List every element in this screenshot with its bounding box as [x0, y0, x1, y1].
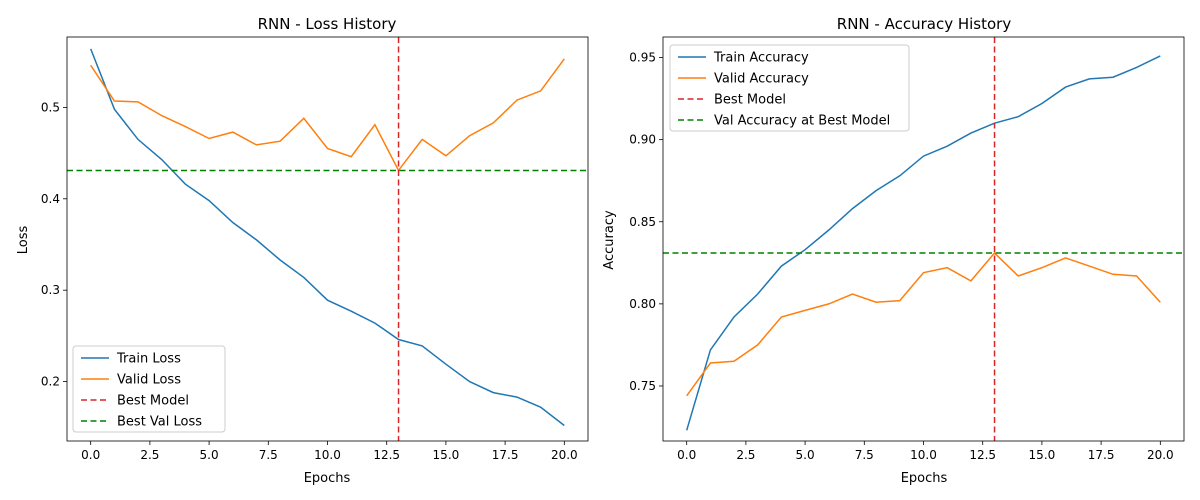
legend-label: Valid Loss	[117, 373, 181, 388]
x-tick-label: 15.0	[1029, 448, 1056, 462]
loss-chart-ylabel: Loss	[16, 226, 31, 255]
x-tick-label: 0.0	[677, 448, 696, 462]
x-tick-label: 17.5	[1088, 448, 1115, 462]
y-tick-label: 0.85	[629, 215, 656, 229]
x-tick-label: 5.0	[200, 448, 219, 462]
legend-label: Best Val Loss	[117, 415, 202, 430]
legend: Train Loss Valid Loss Best Model Best Val L…	[72, 345, 226, 433]
y-tick-label: 0.75	[629, 379, 656, 393]
series-line-1	[685, 55, 1161, 431]
y-tick-label: 0.4	[41, 192, 60, 206]
y-tick-label: 0.90	[629, 133, 656, 147]
x-tick-label: 20.0	[1147, 448, 1174, 462]
accuracy-chart: RNN - Accuracy History Epochs Accuracy 0…	[602, 15, 1185, 486]
y-tick-label: 0.80	[629, 297, 656, 311]
legend-label: Train Loss	[116, 352, 181, 367]
x-tick-label: 20.0	[551, 448, 578, 462]
x-tick-label: 7.5	[259, 448, 278, 462]
x-tick-label: 15.0	[433, 448, 460, 462]
y-tick-label: 0.3	[41, 283, 60, 297]
legend-box	[72, 345, 226, 433]
x-tick-label: 2.5	[736, 448, 755, 462]
x-tick-label: 10.0	[314, 448, 341, 462]
legend-box	[669, 44, 910, 132]
series-line-2	[90, 58, 565, 172]
series-line-1	[90, 48, 565, 427]
legend-label: Best Model	[714, 93, 786, 108]
accuracy-chart-title: RNN - Accuracy History	[837, 15, 1012, 33]
loss-chart-xlabel: Epochs	[304, 471, 351, 486]
x-tick-label: 5.0	[796, 448, 815, 462]
x-tick-label: 10.0	[910, 448, 937, 462]
loss-chart: RNN - Loss History Epochs Loss 0.0 2.5 5.0…	[16, 15, 589, 486]
x-tick-label: 12.5	[969, 448, 996, 462]
y-tick-label: 0.2	[41, 375, 60, 389]
legend-label: Val Accuracy at Best Model	[714, 114, 890, 129]
x-tick-label: 0.0	[81, 448, 100, 462]
x-tick-label: 7.5	[855, 448, 874, 462]
accuracy-chart-ylabel: Accuracy	[602, 210, 617, 270]
y-tick-label: 0.5	[41, 100, 60, 114]
legend: Train Accuracy Valid Accuracy Best Model Va…	[669, 44, 910, 132]
series-line-2	[686, 251, 1161, 397]
legend-label: Train Accuracy	[713, 51, 809, 66]
x-tick-label: 17.5	[492, 448, 519, 462]
x-tick-label: 2.5	[140, 448, 159, 462]
accuracy-chart-xlabel: Epochs	[901, 471, 948, 486]
loss-chart-title: RNN - Loss History	[258, 15, 397, 33]
legend-label: Valid Accuracy	[714, 72, 809, 87]
x-tick-label: 12.5	[373, 448, 400, 462]
legend-label: Best Model	[117, 394, 189, 409]
plot-frame	[66, 36, 589, 442]
plot-frame	[662, 36, 1185, 442]
y-tick-label: 0.95	[629, 51, 656, 65]
